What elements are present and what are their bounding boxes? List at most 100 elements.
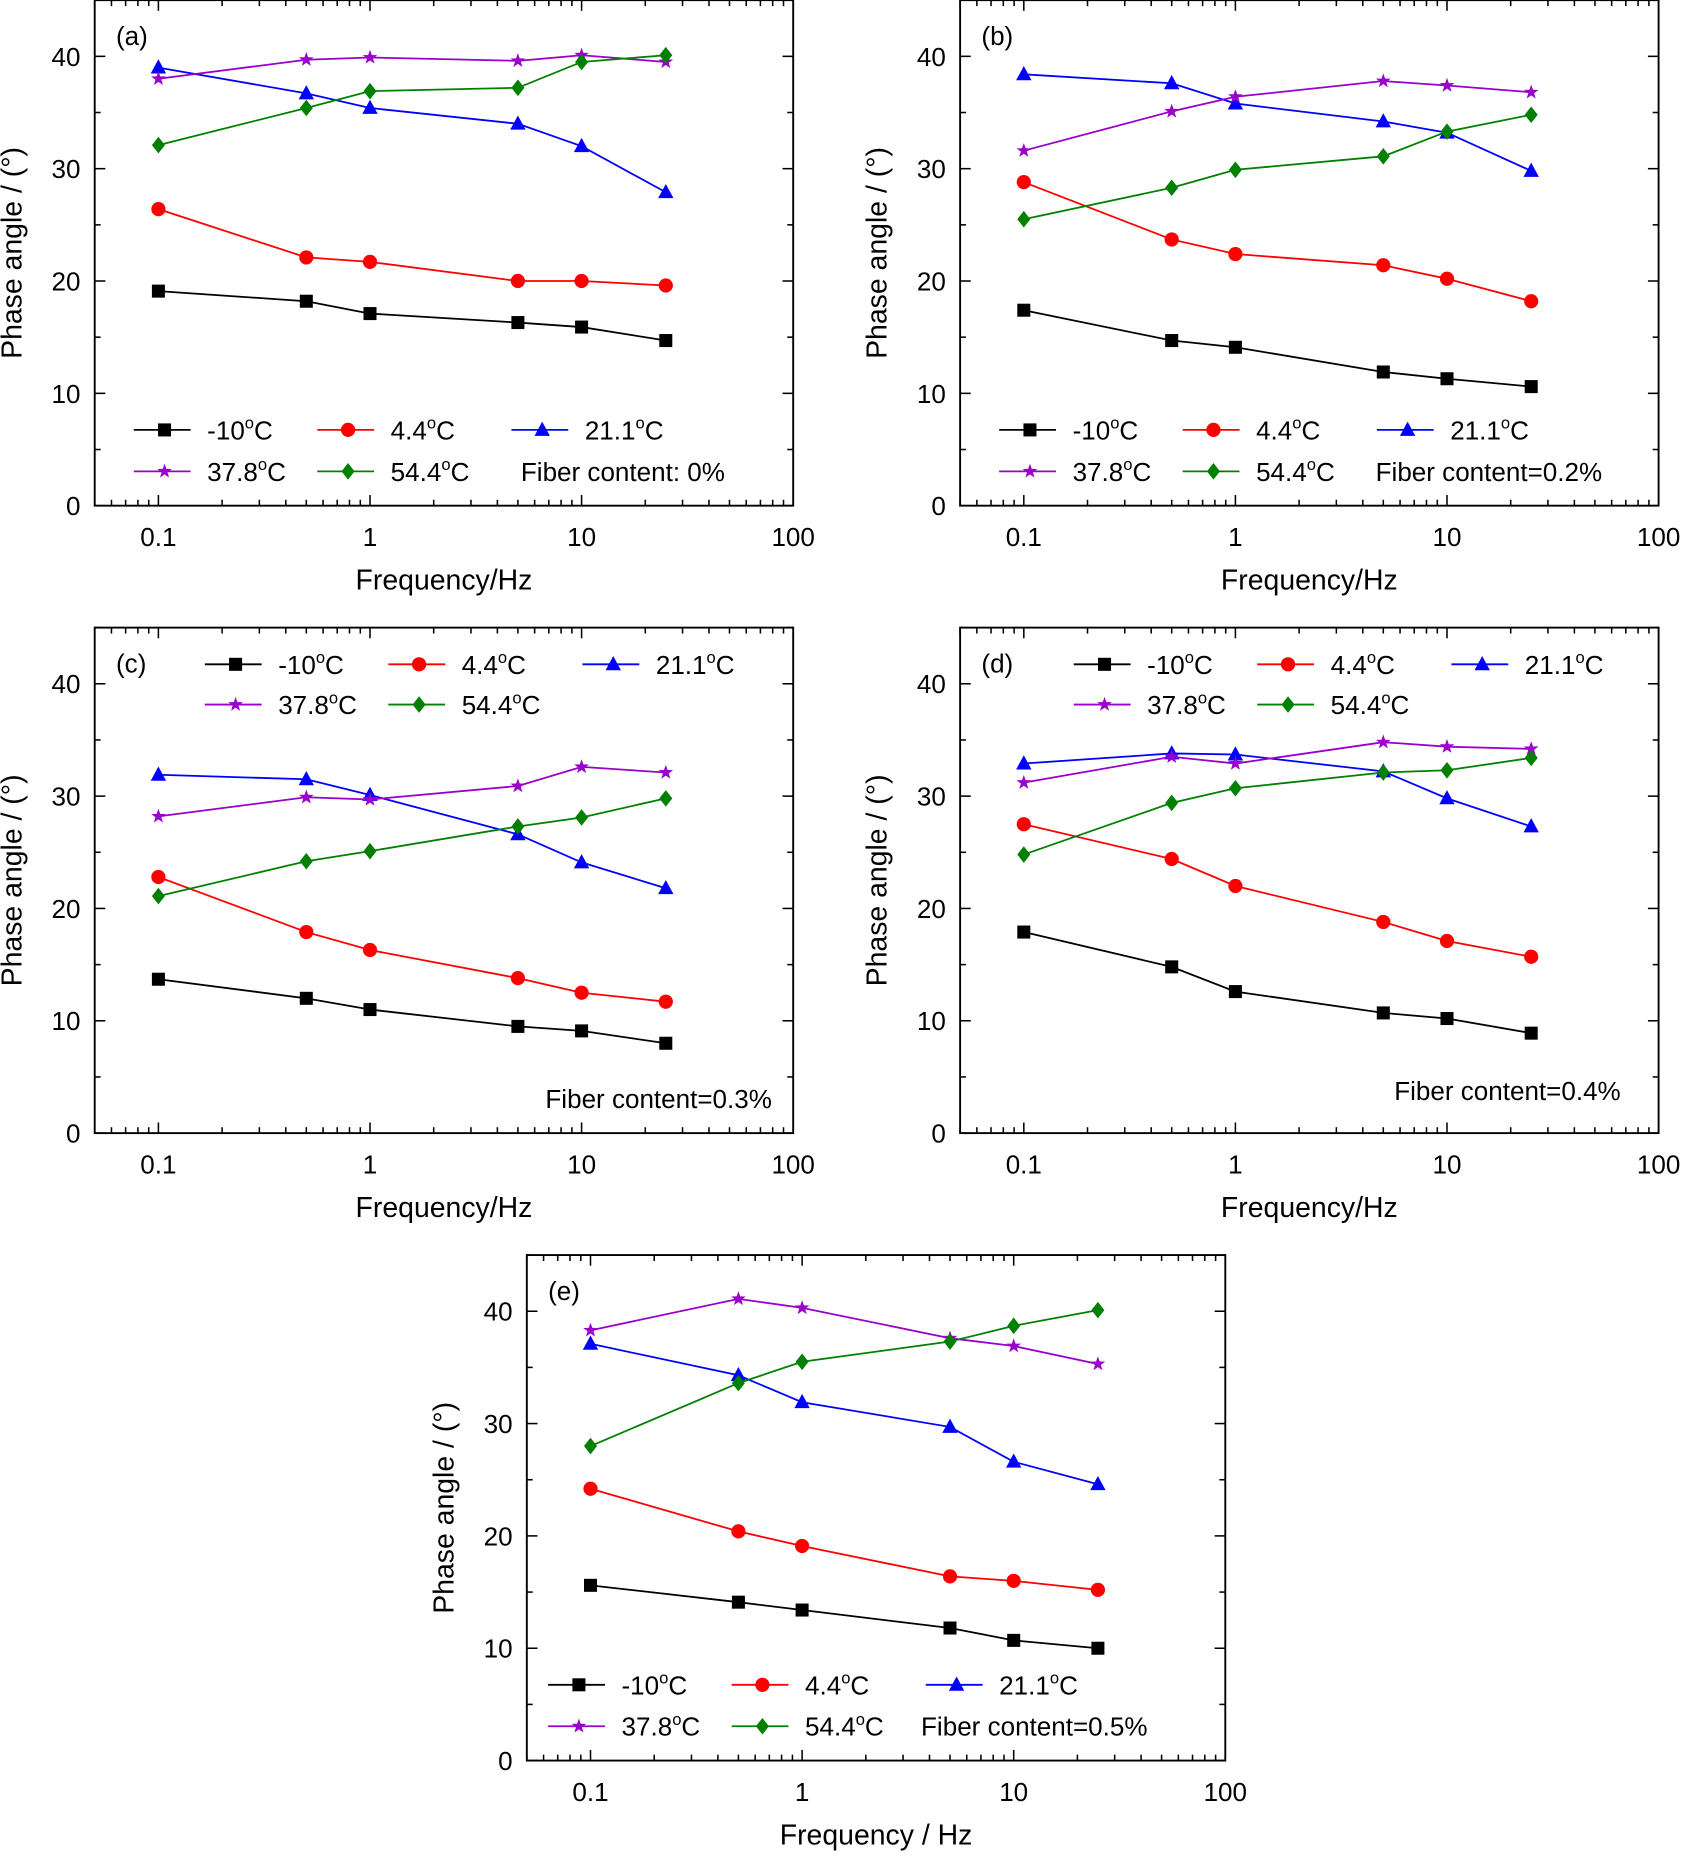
legend-unit: C [1207, 690, 1226, 720]
series-line [1023, 181, 1532, 303]
legend-entry: 54.4oC [1182, 455, 1335, 487]
data-point [1165, 334, 1179, 348]
data-point [1376, 148, 1390, 165]
data-point [1228, 340, 1242, 354]
plot-frame [959, 0, 1660, 507]
data-point [151, 972, 165, 986]
data-point [298, 85, 314, 100]
x-axis-label: Frequency/Hz [1221, 1192, 1398, 1224]
data-point [574, 985, 589, 1000]
legend-value: 4.4 [1331, 650, 1367, 680]
y-tick-label: 0 [66, 1119, 80, 1149]
data-point [575, 53, 589, 71]
series-line [158, 54, 666, 146]
legend-label: 54.4oC [1256, 455, 1335, 487]
data-point [151, 869, 166, 885]
fiber-content-annotation: Fiber content=0.3% [545, 1084, 771, 1114]
legend-value: 37.8 [207, 457, 258, 487]
data-point [658, 994, 673, 1009]
data-point [510, 273, 525, 289]
data-point [1375, 73, 1391, 88]
series-line [1023, 80, 1532, 152]
data-point [794, 1300, 810, 1315]
series-21.1oC [582, 1335, 1106, 1491]
series-4.4oC [1016, 175, 1539, 309]
data-point [1228, 246, 1243, 262]
series-line [1023, 73, 1532, 172]
data-point [659, 1036, 673, 1050]
x-tick-label: 0.1 [1006, 522, 1042, 552]
legend-marker [1097, 696, 1112, 711]
plot-frame [959, 626, 1660, 1135]
legend-value: 54.4 [805, 1712, 856, 1742]
legend-label: -10oC [622, 1669, 688, 1701]
legend-unit: C [865, 1712, 884, 1742]
legend-value: 54.4 [1256, 457, 1307, 487]
y-tick-label: 0 [931, 491, 945, 521]
legend-unit: C [1510, 415, 1529, 445]
legend-entry: -10oC [204, 648, 344, 680]
data-point [298, 52, 314, 66]
legend-marker [158, 423, 172, 437]
data-point [363, 82, 377, 100]
data-point [1523, 162, 1539, 177]
data-point [1524, 1026, 1538, 1040]
data-point [1090, 1475, 1106, 1491]
chart-panel-b: 0.1 1 10 100 0 10 20 30 40 Frequency/Hz Phase angl… [862, 0, 1680, 597]
data-point [1016, 755, 1032, 770]
data-point [574, 273, 589, 289]
x-tick-label: 100 [1637, 1149, 1680, 1179]
y-tick-label: 10 [917, 379, 946, 409]
data-point [151, 284, 165, 298]
legend-degree: o [1185, 648, 1194, 667]
data-point [1017, 210, 1031, 228]
data-point [511, 818, 525, 835]
x-tick-label: 10 [999, 1777, 1028, 1807]
series-4.4oC [583, 1481, 1106, 1597]
y-tick-label: 10 [52, 379, 81, 409]
legend-degree: o [1367, 648, 1376, 667]
data-point [583, 1322, 598, 1337]
plot-frame [525, 1254, 1227, 1762]
legend-label: -10oC [278, 648, 344, 680]
data-point [298, 789, 314, 804]
legend-unit: C [645, 415, 664, 445]
legend-value: -10 [1073, 415, 1111, 445]
data-point [731, 1595, 745, 1609]
legend-unit: C [1119, 415, 1138, 445]
legend-label: 37.8oC [622, 1710, 701, 1742]
legend-unit: C [1316, 457, 1335, 487]
data-point [795, 1538, 810, 1554]
data-point [511, 1019, 525, 1033]
legend-marker [1023, 423, 1037, 437]
data-point [1228, 779, 1242, 797]
legend-degree: o [1381, 688, 1390, 707]
legend-marker [755, 1717, 769, 1735]
legend-value: 4.4 [805, 1670, 841, 1700]
data-point [658, 879, 674, 895]
data-point [510, 970, 525, 986]
legend-value: 4.4 [391, 415, 427, 445]
data-point [731, 1291, 746, 1306]
legend-label: 37.8oC [1147, 688, 1226, 720]
data-point [1164, 232, 1179, 247]
legend-marker [1280, 657, 1296, 672]
legend-marker [157, 463, 172, 478]
legend-label: -10oC [207, 414, 273, 446]
data-point [1165, 960, 1179, 974]
series-line [1023, 113, 1532, 221]
y-tick-label: 30 [484, 1409, 513, 1439]
series-4.4oC [1016, 817, 1539, 964]
data-point [1006, 1573, 1021, 1588]
data-point [1523, 84, 1539, 99]
series-line [1023, 823, 1532, 958]
legend-marker [228, 696, 243, 711]
x-tick-label: 100 [771, 1149, 814, 1179]
legend-value: -10 [622, 1670, 660, 1700]
legend-value: -10 [1147, 650, 1185, 680]
data-point [1006, 1338, 1022, 1353]
y-axis-label: Phase angle / (°) [0, 147, 28, 359]
series-21.1oC [150, 59, 674, 199]
fiber-content-annotation: Fiber content: 0% [521, 457, 725, 487]
